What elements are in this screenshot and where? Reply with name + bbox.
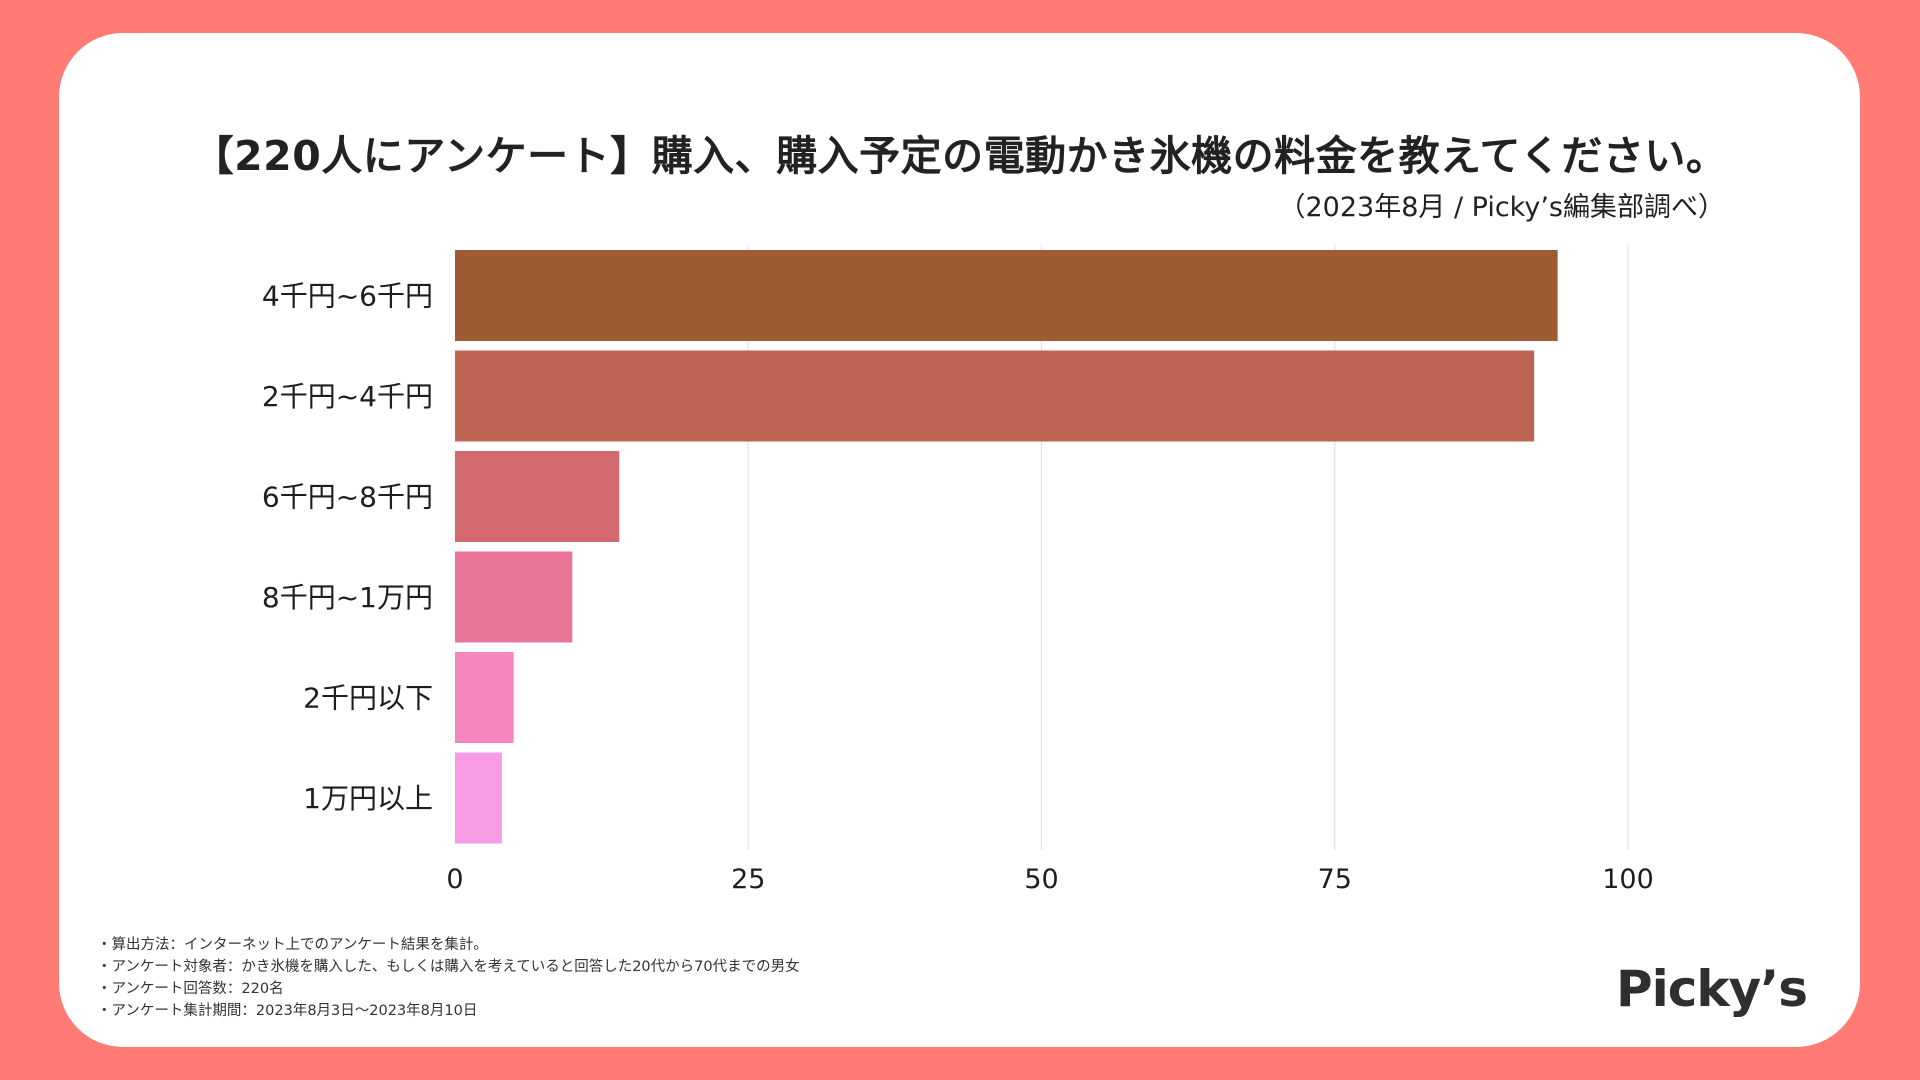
bars <box>455 250 1558 844</box>
chart-title: 【220人にアンケート】購入、購入予定の電動かき氷機の料金を教えてください。 <box>192 132 1728 180</box>
survey-notes: ・算出方法：インターネット上でのアンケート結果を集計。 ・アンケート対象者：かき… <box>97 934 800 1022</box>
picky-logo: Picky’s <box>1616 960 1808 1018</box>
bar <box>455 752 502 844</box>
bar <box>455 350 1535 442</box>
category-label: 8千円~1万円 <box>262 581 433 614</box>
category-label: 4千円~6千円 <box>262 280 433 313</box>
x-tick-label: 25 <box>731 864 765 895</box>
bar <box>455 250 1558 341</box>
chart-card <box>59 33 1860 1047</box>
bar <box>455 652 514 743</box>
category-label: 1万円以上 <box>303 782 433 815</box>
note-method: ・算出方法：インターネット上でのアンケート結果を集計。 <box>97 937 488 953</box>
x-tick-label: 100 <box>1602 864 1654 895</box>
note-target: ・アンケート対象者：かき氷機を購入した、もしくは購入を考えていると回答した20代… <box>97 959 800 975</box>
x-tick-label: 75 <box>1318 864 1352 895</box>
category-label: 2千円~4千円 <box>262 380 433 413</box>
bar <box>455 551 573 643</box>
x-tick-label: 50 <box>1024 864 1058 895</box>
bar <box>455 451 620 542</box>
gridlines <box>747 245 1629 850</box>
note-period: ・アンケート集計期間：2023年8月3日〜2023年8月10日 <box>97 1003 478 1019</box>
x-tick-label: 0 <box>446 864 463 895</box>
note-count: ・アンケート回答数：220名 <box>97 981 284 997</box>
category-label: 2千円以下 <box>303 682 433 715</box>
category-labels: 4千円~6千円 2千円~4千円 6千円~8千円 8千円~1万円 2千円以下 1万円以上 <box>262 280 433 816</box>
category-label: 6千円~8千円 <box>262 481 433 514</box>
chart-subtitle: （2023年8月 / Picky’s編集部調べ） <box>1278 192 1726 223</box>
x-tick-labels: 0 25 50 75 100 <box>446 864 1653 895</box>
